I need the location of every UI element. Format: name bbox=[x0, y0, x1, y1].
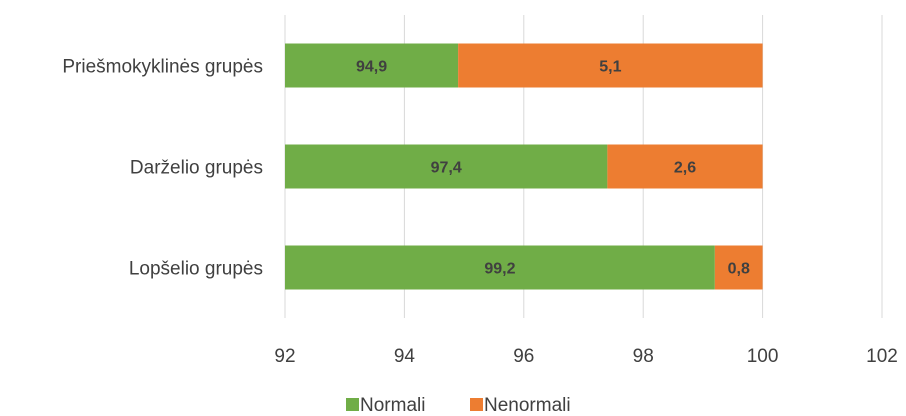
data-label-normali-3: 99,2 bbox=[484, 261, 515, 278]
bar-normali-3 bbox=[285, 245, 715, 290]
category-label: Darželio grupės bbox=[130, 158, 263, 179]
bar-normali-2 bbox=[285, 144, 608, 189]
bar-nenormali-2 bbox=[607, 144, 763, 189]
category-label: Priešmokyklinės grupės bbox=[62, 57, 263, 78]
legend-label-normali: Normali bbox=[360, 395, 425, 416]
data-label-normali-1: 94,9 bbox=[356, 59, 387, 76]
x-tick-label: 96 bbox=[513, 346, 534, 367]
x-axis-tick-labels: 92 94 96 98 100 102 bbox=[274, 346, 897, 367]
data-label-nenormali-2: 2,6 bbox=[674, 160, 696, 177]
bars: 94,9 5,1 97,4 2,6 99,2 0,8 bbox=[285, 43, 763, 290]
legend: Normali Nenormali bbox=[346, 395, 571, 416]
x-tick-label: 98 bbox=[633, 346, 654, 367]
data-label-nenormali-1: 5,1 bbox=[599, 59, 621, 76]
x-tick-label: 100 bbox=[747, 346, 779, 367]
x-tick-label: 92 bbox=[274, 346, 295, 367]
legend-swatch-normali bbox=[346, 398, 359, 411]
x-tick-label: 94 bbox=[394, 346, 416, 367]
data-label-normali-2: 97,4 bbox=[431, 160, 462, 177]
bar-nenormali-3 bbox=[714, 245, 763, 290]
x-tick-label: 102 bbox=[866, 346, 898, 367]
category-label: Lopšelio grupės bbox=[129, 259, 263, 280]
category-labels: Priešmokyklinės grupės Darželio grupės Lop… bbox=[62, 57, 263, 280]
data-label-nenormali-3: 0,8 bbox=[728, 261, 750, 278]
legend-label-nenormali: Nenormali bbox=[484, 395, 571, 416]
bar-normali-1 bbox=[285, 43, 459, 88]
bar-nenormali-1 bbox=[458, 43, 763, 88]
legend-swatch-nenormali bbox=[470, 398, 483, 411]
